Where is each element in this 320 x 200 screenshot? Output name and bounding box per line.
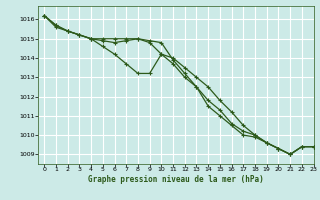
X-axis label: Graphe pression niveau de la mer (hPa): Graphe pression niveau de la mer (hPa) — [88, 175, 264, 184]
